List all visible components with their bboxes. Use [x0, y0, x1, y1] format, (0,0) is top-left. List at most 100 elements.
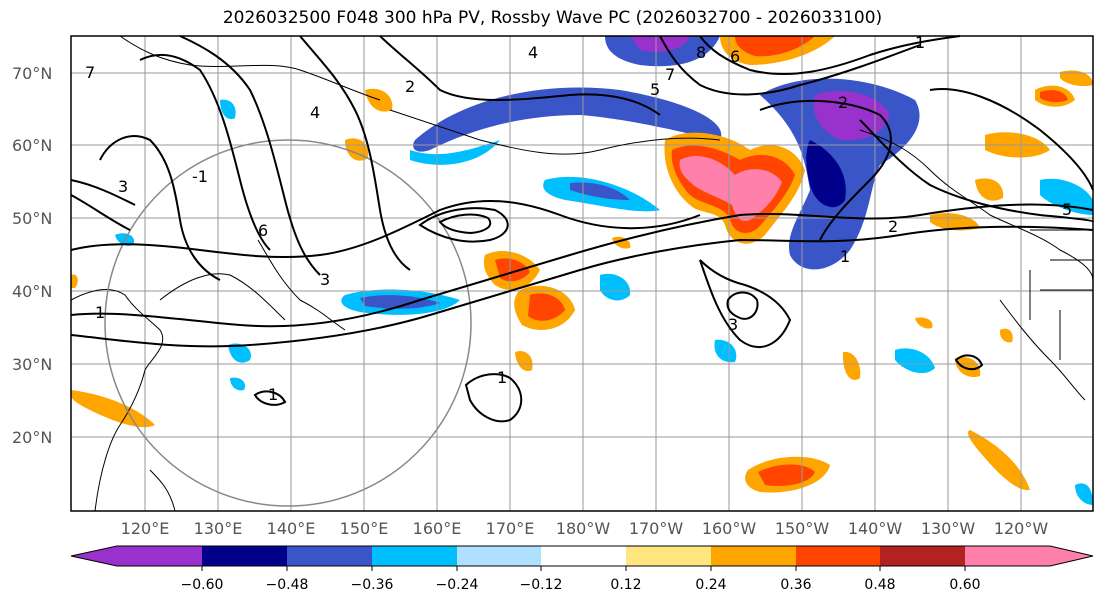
neg-anomaly-arctic-core — [630, 36, 690, 52]
pos-anomaly-ne-2-red — [1040, 90, 1068, 103]
colorbar-swatch — [457, 546, 541, 566]
lat-label: 60°N — [12, 136, 52, 155]
contour-label: 8 — [696, 43, 706, 62]
pos-anomaly-small-1 — [842, 351, 861, 380]
reference-circle — [104, 139, 472, 507]
lon-label: 120°W — [994, 519, 1049, 538]
lon-label: 140°W — [848, 519, 903, 538]
lon-label: 170°E — [486, 519, 535, 538]
lat-label: 70°N — [12, 64, 52, 83]
colorbar-swatch — [287, 546, 372, 566]
neg-anomaly-small-3 — [895, 348, 935, 374]
colorbar-swatch — [965, 546, 1050, 566]
colorbar-tick-label: 0.24 — [695, 577, 726, 593]
neg-anomaly-small-5 — [220, 99, 236, 120]
colorbar-tick-label: 0.36 — [780, 577, 811, 593]
pos-anomaly-central-2-red — [528, 293, 565, 321]
pos-anomaly-small-4 — [515, 350, 533, 372]
colorbar: −0.60 −0.48 −0.36 −0.24 −0.12 0.12 0.24 … — [70, 545, 1094, 593]
colorbar-swatch — [626, 546, 711, 566]
pos-anomaly-small-5 — [915, 317, 933, 329]
pos-anomaly-arctic-ridge-red — [735, 36, 815, 57]
contour-label: 4 — [310, 103, 320, 122]
contour-label: 2 — [888, 217, 898, 236]
contour-label: 3 — [728, 315, 738, 334]
neg-anomaly-gulf-dark — [806, 140, 846, 208]
colorbar-tick-label: 0.60 — [949, 577, 980, 593]
colorbar-tick-label: −0.12 — [520, 577, 563, 593]
pos-anomaly-ne-5 — [930, 213, 980, 231]
colorbar-swatch — [880, 546, 965, 566]
lon-label: 160°E — [413, 519, 462, 538]
contour-label: 2 — [838, 93, 848, 112]
pos-anomaly-aleutian — [365, 88, 393, 112]
pos-anomaly-small-7 — [71, 274, 78, 288]
contour-labels: 1 1 1 1 1 2 2 2 3 3 3 4 4 5 5 6 6 7 7 8 … — [85, 33, 1072, 404]
neg-anomaly-small-1 — [600, 273, 631, 301]
pv-contours — [70, 35, 1094, 423]
colorbar-swatch — [202, 546, 287, 566]
contour-label: 3 — [320, 270, 330, 289]
colorbar-swatch — [71, 546, 117, 566]
map-title: 2026032500 F048 300 hPa PV, Rossby Wave … — [222, 8, 883, 28]
contour-label: 1 — [268, 385, 278, 404]
neg-anomaly-gulf-core — [813, 91, 890, 140]
contour-label: 7 — [85, 63, 95, 82]
colorbar-tick-label: 0.12 — [610, 577, 641, 593]
contour-label: 4 — [528, 43, 538, 62]
colorbar-swatch — [711, 546, 796, 566]
contour-label: 1 — [915, 33, 925, 52]
map-frame — [70, 35, 1094, 512]
contour-label: 3 — [118, 177, 128, 196]
pos-anomaly-east-pac-red — [758, 464, 815, 486]
lon-label: 150°E — [340, 519, 389, 538]
colorbar-swatch — [117, 546, 202, 566]
colorbar-tick-label: −0.24 — [436, 577, 479, 593]
colorbar-tick-label: −0.36 — [351, 577, 394, 593]
neg-anomaly-bering-edge — [410, 140, 500, 165]
lon-label: 150°W — [775, 519, 830, 538]
pos-anomaly-ne-4 — [975, 178, 1004, 201]
lat-label: 20°N — [12, 428, 52, 447]
pos-anomaly-se — [967, 430, 1030, 491]
colorbar-tick-label: −0.48 — [266, 577, 309, 593]
pos-anomaly-ne-3 — [1060, 70, 1093, 87]
lon-label: 120°E — [121, 519, 170, 538]
lon-label: 130°W — [921, 519, 976, 538]
colorbar-swatch — [372, 546, 457, 566]
longitude-labels: 120°E 130°E 140°E 150°E 160°E 170°E 180°… — [121, 519, 1049, 538]
colorbar-swatch — [1050, 546, 1093, 566]
pv-anomaly-fills — [71, 36, 1093, 505]
pos-anomaly-gulf-ridge-pink — [679, 155, 782, 221]
lon-label: 180°W — [556, 519, 611, 538]
lat-label: 50°N — [12, 209, 52, 228]
lon-label: 130°E — [194, 519, 243, 538]
contour-label: 5 — [1062, 200, 1072, 219]
lon-label: 170°W — [629, 519, 684, 538]
colorbar-outline — [70, 545, 1094, 567]
lon-label: 140°E — [267, 519, 316, 538]
neg-anomaly-small-7 — [1075, 483, 1093, 505]
pos-anomaly-small-6 — [999, 328, 1013, 343]
neg-anomaly-bc — [1040, 178, 1093, 215]
contour-label: 6 — [730, 47, 740, 66]
lat-label: 30°N — [12, 355, 52, 374]
neg-anomaly-small-2 — [228, 343, 251, 363]
contour-label: 1 — [840, 247, 850, 266]
contour-label: 2 — [405, 77, 415, 96]
colorbar-tick-label: −0.60 — [181, 577, 224, 593]
contour-label: 5 — [650, 80, 660, 99]
contour-label: 1 — [95, 303, 105, 322]
map-gridlines — [71, 36, 1093, 511]
pos-anomaly-west-band — [71, 390, 155, 428]
colorbar-tick-label: 0.48 — [864, 577, 895, 593]
lon-label: 160°W — [702, 519, 757, 538]
colorbar-swatch — [541, 546, 626, 566]
contour-label: 7 — [665, 65, 675, 84]
neg-anomaly-small-8 — [230, 377, 246, 391]
neg-anomaly-north-pac-core — [570, 182, 630, 200]
pos-anomaly-small-2 — [955, 356, 981, 378]
colorbar-swatch — [796, 546, 880, 566]
neg-anomaly-bering-band — [413, 87, 722, 152]
